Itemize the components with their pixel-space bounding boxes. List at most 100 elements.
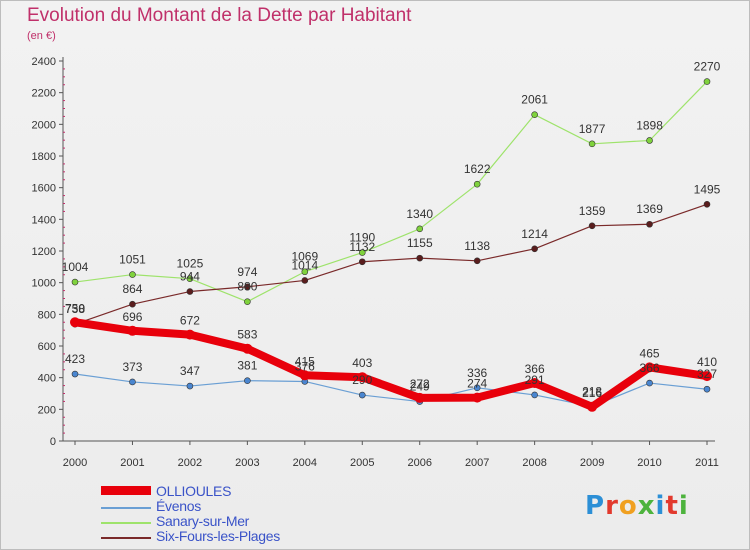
data-label: 1004 [62, 260, 89, 274]
data-label: 336 [467, 366, 487, 380]
data-point [646, 137, 653, 144]
legend-label: Six-Fours-les-Plages [156, 528, 280, 544]
x-tick-label: 2004 [293, 457, 317, 469]
data-point [588, 222, 596, 230]
data-label: 381 [237, 359, 257, 373]
data-label: 327 [697, 367, 717, 381]
data-label: 290 [352, 373, 372, 387]
data-label: 1877 [579, 122, 606, 136]
data-label: 465 [640, 346, 660, 360]
data-label: 944 [180, 270, 200, 284]
data-label: 1369 [636, 202, 663, 216]
legend-swatch [101, 537, 151, 539]
data-point [702, 371, 712, 382]
proxiti-logo: Proxiti [585, 491, 689, 521]
unit-label: (en €) [27, 30, 56, 42]
data-point [186, 382, 194, 390]
data-point [531, 111, 538, 118]
data-point [244, 377, 251, 384]
data-point [473, 257, 481, 265]
y-tick-label: 1200 [32, 246, 56, 258]
data-point [242, 343, 253, 354]
data-label: 1138 [464, 239, 490, 253]
data-label: 750 [65, 301, 85, 315]
data-point [186, 288, 194, 295]
data-point [416, 254, 424, 262]
logo-letter: i [678, 491, 689, 521]
x-tick-label: 2011 [695, 457, 719, 469]
data-point [299, 370, 310, 381]
legend-label: Sanary-sur-Mer [156, 513, 250, 529]
data-label: 347 [180, 364, 200, 378]
data-point [587, 401, 598, 412]
data-point [646, 220, 653, 228]
data-point [127, 325, 138, 336]
logo-letter: P [585, 491, 606, 521]
data-label: 274 [467, 377, 487, 391]
data-point [186, 275, 194, 283]
data-label: 403 [352, 356, 372, 370]
data-label: 366 [640, 361, 660, 375]
data-label: 1622 [464, 162, 491, 176]
x-tick-label: 2000 [63, 457, 87, 469]
data-point [416, 225, 424, 233]
x-tick-label: 2006 [407, 457, 431, 469]
x-tick-label: 2010 [637, 457, 661, 469]
data-point [71, 278, 79, 286]
data-label: 864 [122, 282, 142, 296]
data-label: 672 [180, 314, 200, 328]
x-tick-label: 2009 [580, 457, 604, 469]
data-label: 880 [237, 280, 257, 294]
legend-swatch [101, 486, 151, 495]
data-point [588, 140, 596, 148]
data-point [244, 283, 251, 291]
data-label: 1190 [349, 231, 375, 245]
data-label: 366 [525, 362, 545, 376]
data-point [244, 298, 251, 305]
series-sanary-sur-mer [71, 78, 711, 305]
x-tick-label: 2002 [178, 457, 202, 469]
data-label: 2270 [694, 60, 721, 74]
data-label: 1340 [406, 207, 433, 221]
logo-letter: t [665, 491, 679, 521]
data-point [472, 392, 483, 403]
data-label: 415 [295, 354, 315, 368]
data-point [358, 249, 366, 256]
data-point [301, 268, 309, 276]
chart-title: Evolution du Montant de la Dette par Hab… [27, 5, 412, 26]
x-tick-label: 2001 [120, 457, 144, 469]
data-label: 583 [237, 328, 257, 342]
y-tick-label: 1400 [32, 214, 56, 226]
data-point [703, 385, 711, 393]
logo-letter: x [637, 491, 656, 521]
y-tick-label: 0 [50, 436, 56, 448]
x-tick-label: 2005 [350, 457, 374, 469]
data-point [357, 372, 368, 383]
data-label: 974 [237, 265, 257, 279]
y-tick-label: 800 [38, 309, 56, 321]
data-point [129, 271, 136, 278]
data-point [529, 378, 540, 389]
y-tick-label: 200 [38, 404, 56, 416]
series-line [74, 80, 708, 303]
series-line [71, 318, 711, 411]
data-point [358, 258, 366, 266]
data-label: 738 [65, 302, 85, 316]
series-six-fours-les-plages [71, 200, 711, 328]
data-label: 376 [295, 359, 315, 373]
data-point [473, 384, 481, 392]
y-tick-label: 2400 [32, 56, 56, 68]
data-label: 1155 [407, 236, 433, 250]
y-tick-label: 1600 [32, 183, 56, 195]
data-point [184, 329, 195, 340]
data-label: 2061 [521, 93, 548, 107]
x-tick-label: 2008 [522, 457, 546, 469]
x-tick-label: 2007 [465, 457, 489, 469]
x-tick-label: 2003 [235, 457, 259, 469]
data-point [129, 378, 136, 386]
data-label: 218 [582, 384, 602, 398]
data-label: 272 [410, 377, 430, 391]
data-label: 423 [65, 352, 85, 366]
logo-letter: r [605, 491, 619, 521]
